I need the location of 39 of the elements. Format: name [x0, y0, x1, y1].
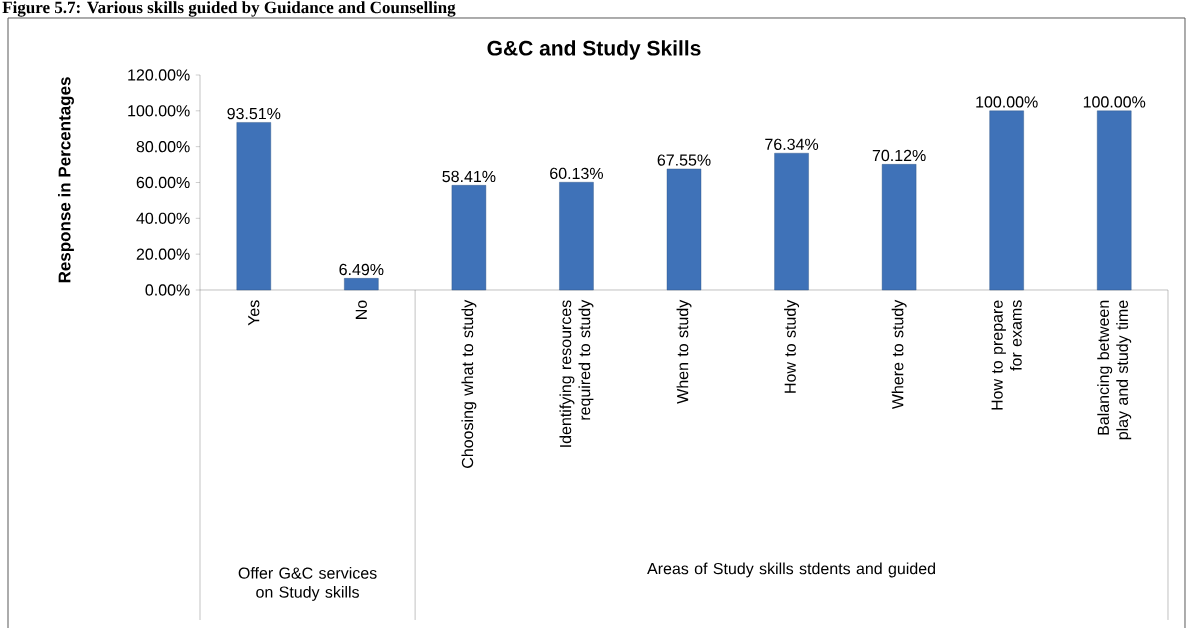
y-tick-label: 80.00% — [136, 140, 190, 153]
x-tick-label: How to prepare for exams — [991, 300, 1022, 410]
data-label: 100.00% — [1083, 96, 1146, 108]
data-label: 67.55% — [657, 154, 711, 166]
x-tick-label: How to study — [784, 299, 800, 393]
bar — [666, 168, 702, 291]
y-tick-label: 120.00% — [128, 69, 190, 81]
y-tick-label: 40.00% — [136, 212, 190, 224]
bar — [881, 164, 917, 291]
x-tick-label: Choosing what to study — [461, 299, 477, 468]
y-axis-title: Response in Percentages — [58, 77, 74, 283]
x-tick-label: When to study — [676, 299, 692, 404]
data-label: 70.12% — [872, 149, 926, 162]
bar — [989, 110, 1024, 291]
bar — [559, 182, 594, 291]
bar — [1097, 110, 1132, 291]
data-label: 76.34% — [765, 138, 819, 151]
x-tick-label: Balancing between play and study time — [1097, 300, 1132, 440]
caption: Figure 5.7: Various skills guided by Guidance and Counselling — [2, 1, 456, 17]
x-tick-label: No — [355, 300, 367, 319]
text: Areas of Study skills stdents and guided — [647, 562, 935, 578]
data-label: 93.51% — [227, 107, 281, 120]
x-tick-label: Identifying resources required to study — [559, 299, 594, 447]
data-label: 100.00% — [976, 96, 1038, 108]
bar — [451, 185, 487, 291]
data-label: 6.49% — [339, 263, 384, 276]
data-label: 60.13% — [550, 167, 604, 180]
x-tick-label: Where to study — [891, 299, 907, 410]
text: Offer G&C services on Study skills — [238, 567, 377, 601]
y-tick-label: 60.00% — [136, 176, 190, 189]
bar — [344, 278, 379, 291]
bar — [774, 153, 809, 291]
y-tick-label: 0.00% — [145, 284, 190, 296]
data-label: 58.41% — [442, 170, 496, 183]
y-tick-label: 20.00% — [136, 248, 190, 260]
x-tick-label: Yes — [248, 300, 260, 326]
chart-title: G&C and Study Skills — [487, 40, 701, 60]
bar — [236, 122, 271, 291]
y-tick-label: 100.00% — [128, 105, 190, 117]
